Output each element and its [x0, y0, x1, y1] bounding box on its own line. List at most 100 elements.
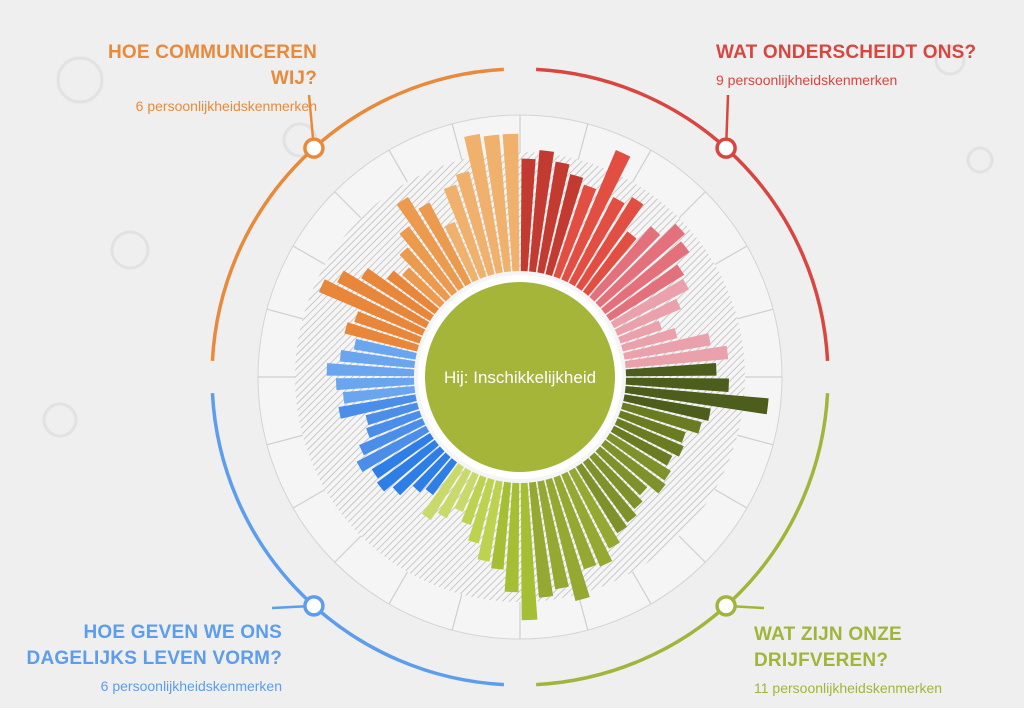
- ring-arc-green: [536, 393, 830, 687]
- bar-red: [610, 278, 689, 329]
- bar-blue: [326, 363, 415, 377]
- bar-red: [601, 241, 690, 315]
- grid-spoke: [334, 535, 362, 563]
- grid-spoke: [631, 571, 652, 605]
- bar-green: [606, 433, 671, 481]
- bar-green: [625, 362, 717, 377]
- grid-spoke: [737, 308, 774, 320]
- bar-green: [545, 478, 590, 602]
- ring-arc-orange: [210, 67, 504, 361]
- bar-red: [576, 196, 644, 291]
- bar-orange: [418, 202, 472, 287]
- marker-orange: [303, 137, 325, 159]
- quadrant-label-dagelijks-leven: HOE GEVEN WE ONS DAGELIJKS LEVEN VORM? 6…: [0, 620, 282, 694]
- quadrant-title: WAT ZIJN ONZE DRIJFVEREN?: [754, 624, 902, 671]
- bar-lime: [437, 467, 472, 519]
- bar-red: [595, 223, 686, 308]
- quadrant-label-drijfveren: WAT ZIJN ONZE DRIJFVEREN? 11 persoonlijk…: [754, 622, 1024, 696]
- grid-spoke: [577, 123, 589, 160]
- bar-orange: [396, 196, 464, 291]
- bar-blue: [366, 410, 422, 439]
- bar-lime: [520, 482, 538, 621]
- bar-red: [614, 298, 681, 336]
- bar-orange: [502, 133, 520, 272]
- grid-spoke: [631, 149, 652, 183]
- quadrant-title: WAT ONDERSCHEIDT ONS?: [716, 42, 977, 63]
- bar-blue: [356, 425, 430, 473]
- quadrant-subtitle: 6 persoonlijkheidskenmerken: [100, 678, 282, 694]
- grid-spoke: [266, 434, 303, 446]
- bar-green: [624, 386, 769, 415]
- bar-red: [589, 226, 661, 302]
- grid-spoke: [678, 191, 706, 219]
- bar-blue: [412, 452, 451, 493]
- grid-spoke: [451, 594, 463, 631]
- bar-red: [545, 174, 584, 276]
- bar-lime: [491, 481, 511, 570]
- grid-spoke: [678, 535, 706, 563]
- ring-arc-blue: [210, 393, 504, 687]
- grid-spoke: [292, 245, 326, 266]
- bar-orange: [399, 247, 451, 302]
- bar-blue: [425, 458, 458, 495]
- grid-spoke: [292, 488, 326, 509]
- bar-green: [576, 463, 628, 534]
- bar-orange: [455, 171, 495, 276]
- bar-green: [553, 475, 597, 570]
- bar-green: [537, 480, 569, 590]
- bar-orange: [483, 134, 511, 273]
- bar-green: [621, 402, 702, 434]
- quadrant-label-onderscheidt: WAT ONDERSCHEIDT ONS? 9 persoonlijkheids…: [716, 40, 1016, 88]
- bar-green: [614, 418, 684, 457]
- bar-red: [537, 161, 570, 274]
- bar-orange: [402, 267, 445, 308]
- bar-lime: [454, 471, 479, 513]
- bar-orange: [399, 226, 458, 296]
- grid-spoke: [388, 571, 409, 605]
- bar-green: [561, 471, 613, 567]
- bar-green: [568, 467, 620, 549]
- bar-red: [606, 264, 685, 321]
- decor-node: [56, 56, 104, 104]
- grid-spoke: [451, 123, 463, 160]
- decor-node: [110, 230, 150, 270]
- hatch-band: [295, 152, 745, 602]
- bar-red: [568, 197, 625, 287]
- bar-blue: [365, 402, 419, 426]
- bar-red: [624, 345, 729, 368]
- bar-orange: [344, 322, 419, 352]
- bar-blue: [336, 377, 415, 391]
- grid-spoke: [388, 149, 409, 183]
- bar-green: [529, 481, 554, 598]
- bar-red: [520, 158, 536, 272]
- marker-red: [715, 137, 737, 159]
- grid-spoke: [334, 191, 362, 219]
- grid-spoke: [266, 308, 303, 320]
- bar-orange: [464, 133, 503, 274]
- quadrant-title: HOE COMMUNICEREN WIJ?: [107, 42, 317, 89]
- bar-orange: [337, 270, 430, 329]
- bar-blue: [339, 349, 416, 368]
- bar-red: [561, 150, 631, 283]
- bar-red: [618, 320, 663, 344]
- quadrant-subtitle: 11 persoonlijkheidskenmerken: [754, 680, 943, 696]
- bar-lime: [421, 463, 464, 520]
- bar-green: [589, 452, 643, 510]
- bar-red: [621, 327, 678, 352]
- bar-lime: [504, 482, 520, 593]
- grid-spoke: [714, 245, 748, 266]
- quadrant-subtitle: 9 persoonlijkheidskenmerken: [716, 72, 898, 88]
- bar-green: [618, 410, 686, 443]
- bar-blue: [359, 418, 426, 456]
- quadrant-label-communiceren: HOE COMMUNICEREN WIJ? 6 persoonlijkheids…: [89, 40, 317, 114]
- bar-blue: [376, 439, 439, 492]
- bar-orange: [444, 221, 479, 283]
- bar-lime: [477, 480, 503, 562]
- grid-spoke: [737, 434, 774, 446]
- marker-green: [715, 595, 737, 617]
- bar-blue: [353, 338, 417, 360]
- bar-red: [553, 184, 597, 279]
- center-disc: [425, 282, 615, 472]
- bar-green: [623, 394, 711, 421]
- bar-orange: [318, 279, 426, 336]
